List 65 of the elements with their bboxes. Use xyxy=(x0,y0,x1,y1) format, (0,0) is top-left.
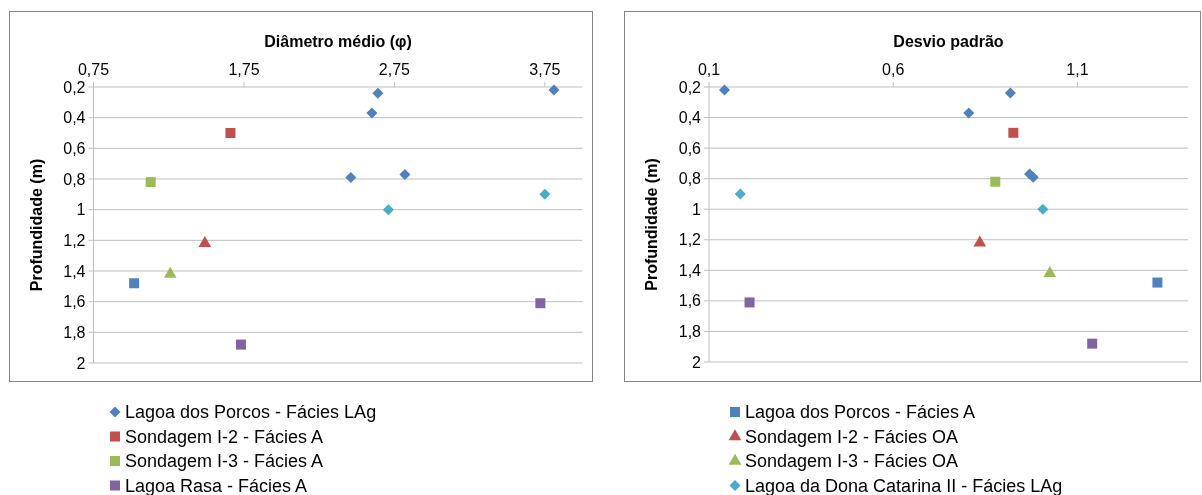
x-tick-label: 2,75 xyxy=(378,61,411,78)
y-tick-label: 2 xyxy=(76,354,86,372)
y-tick-label: 0,8 xyxy=(63,170,86,188)
point xyxy=(990,176,1001,187)
point xyxy=(744,297,755,308)
point xyxy=(129,278,140,289)
y-tick-label: 2 xyxy=(692,353,702,371)
x-tick-label: 1,1 xyxy=(1066,61,1089,78)
point xyxy=(734,188,746,200)
y-tick-label: 0,6 xyxy=(63,139,86,157)
point xyxy=(345,171,357,183)
point xyxy=(366,107,378,119)
y-tick-label: 1 xyxy=(76,201,86,219)
point xyxy=(718,84,730,96)
point xyxy=(548,84,560,96)
x-axis-title: Desvio padrão xyxy=(893,33,1004,50)
y-tick-label: 1,4 xyxy=(678,261,702,279)
x-tick-label: 3,75 xyxy=(529,61,561,78)
legend-label: Sondagem I-2 - Fácies OA xyxy=(745,426,959,447)
point xyxy=(399,168,411,180)
legend-label: Sondagem I-3 - Fácies OA xyxy=(745,451,959,472)
y-tick-label: 1,6 xyxy=(63,293,86,311)
y-tick-label: 0,2 xyxy=(678,78,702,96)
x-tick-label: 0,75 xyxy=(77,61,110,78)
point xyxy=(163,266,177,278)
x-tick-label: 1,75 xyxy=(228,61,260,78)
y-axis-title: Profundidade (m) xyxy=(27,158,45,292)
legend-label: Lagoa da Dona Catarina II - Fácies LAg xyxy=(745,475,1063,495)
x-tick-label: 0,6 xyxy=(882,61,905,78)
legend-label: Lagoa dos Porcos - Fácies A xyxy=(745,402,976,423)
point xyxy=(382,204,394,216)
point xyxy=(145,177,156,188)
point xyxy=(539,188,551,200)
point xyxy=(963,107,975,119)
y-tick-label: 0,4 xyxy=(678,109,702,127)
point xyxy=(372,87,384,99)
legend-label: Lagoa dos Porcos - Fácies LAg xyxy=(125,402,377,423)
y-tick-label: 0,2 xyxy=(63,78,86,96)
legend-label: Sondagem I-2 - Fácies A xyxy=(125,426,324,447)
y-tick-label: 0,8 xyxy=(678,170,702,188)
point xyxy=(973,235,987,247)
x-axis-title: Diâmetro médio (φ) xyxy=(264,33,412,50)
y-tick-label: 1,8 xyxy=(678,323,702,341)
y-tick-label: 1,2 xyxy=(678,231,702,249)
point xyxy=(235,339,246,350)
y-tick-label: 1,4 xyxy=(63,262,86,280)
y-tick-label: 0,4 xyxy=(63,109,86,127)
point xyxy=(1008,127,1019,138)
legend-label: Sondagem I-3 - Fácies A xyxy=(125,451,324,472)
point xyxy=(225,128,236,138)
x-tick-label: 0,1 xyxy=(697,61,721,78)
point xyxy=(1152,277,1163,288)
legend-label: Lagoa Rasa - Fácies A xyxy=(125,475,308,495)
y-axis-title: Profundidade (m) xyxy=(643,158,660,291)
point xyxy=(535,298,546,309)
point xyxy=(1043,266,1057,278)
point xyxy=(198,236,212,248)
y-tick-label: 0,6 xyxy=(678,139,702,157)
point xyxy=(1004,87,1016,99)
y-tick-label: 1,2 xyxy=(63,231,86,249)
point xyxy=(1087,338,1098,349)
y-tick-label: 1,6 xyxy=(678,292,702,310)
point xyxy=(1037,203,1049,215)
y-tick-label: 1,8 xyxy=(63,323,86,341)
y-tick-label: 1 xyxy=(692,200,702,218)
